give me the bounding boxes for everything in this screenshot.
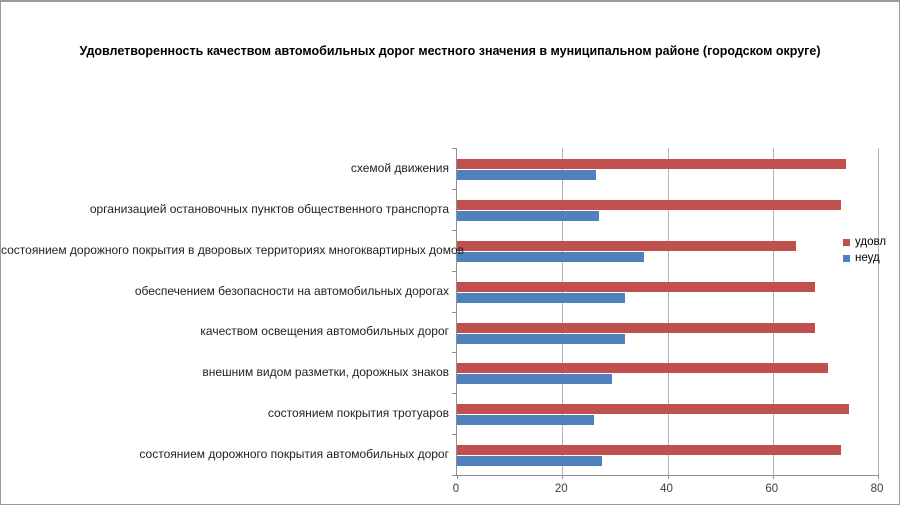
category-axis-tick	[452, 271, 456, 272]
legend-swatch-unsatisfied	[843, 254, 850, 262]
category-axis-tick	[452, 230, 456, 231]
value-axis-tick	[667, 475, 669, 479]
category-label: качеством освещения автомобильных дорог	[200, 324, 449, 339]
legend-swatch-satisfied	[843, 238, 850, 246]
bar-unsatisfied	[457, 415, 594, 426]
category-label: состоянием дорожного покрытия автомобиль…	[139, 447, 449, 462]
legend-item: удовл	[843, 236, 886, 248]
value-axis-tick-label: 60	[765, 483, 779, 495]
legend-item: неуд	[843, 252, 886, 264]
category-label: состоянием покрытия тротуаров	[267, 406, 449, 421]
bar-unsatisfied	[457, 456, 602, 467]
category-label: обеспечением безопасности на автомобильн…	[134, 283, 449, 298]
value-axis-tick	[562, 475, 564, 479]
bar-satisfied	[457, 199, 842, 210]
value-axis-tick	[772, 475, 774, 479]
vertical-gridline	[878, 148, 879, 475]
bar-satisfied	[457, 159, 847, 169]
category-axis-tick	[452, 434, 456, 435]
category-axis-tick	[452, 352, 456, 353]
category-axis-tick	[452, 475, 456, 476]
value-axis-tick	[457, 475, 458, 479]
legend-label: неуд	[855, 252, 880, 264]
bar-unsatisfied	[457, 374, 613, 385]
vertical-gridline	[562, 148, 564, 475]
bar-satisfied	[457, 322, 815, 333]
category-axis-tick	[452, 189, 456, 190]
bar-satisfied	[457, 281, 815, 292]
value-axis-tick-label: 20	[554, 483, 568, 495]
chart-title: Удовлетворенность качеством автомобильны…	[79, 44, 821, 58]
value-axis-tick-label: 80	[870, 483, 884, 495]
bar-satisfied	[457, 404, 850, 415]
bar-unsatisfied	[457, 292, 626, 303]
vertical-gridline	[667, 148, 669, 475]
category-label: схемой движения	[350, 160, 449, 175]
bar-satisfied	[457, 363, 828, 374]
bar-unsatisfied	[457, 210, 600, 221]
legend-label: удовл	[855, 236, 887, 248]
category-axis-tick	[452, 393, 456, 394]
bar-satisfied	[457, 240, 797, 251]
bar-unsatisfied	[457, 170, 597, 180]
value-axis-tick	[878, 475, 879, 479]
legend: удовл неуд	[843, 236, 886, 268]
category-label: состоянием дорожного покрытия в дворовых…	[1, 242, 465, 257]
bar-unsatisfied	[457, 251, 644, 262]
plot-area	[452, 148, 879, 479]
value-axis-tick-label: 0	[452, 483, 460, 495]
category-axis-tick	[452, 312, 456, 313]
value-axis-tick-label: 40	[660, 483, 673, 495]
category-label: внешним видом разметки, дорожных знаков	[202, 365, 449, 380]
bar-unsatisfied	[457, 333, 626, 344]
category-label: организацией остановочных пунктов общест…	[89, 201, 449, 216]
vertical-gridline	[772, 148, 774, 475]
category-axis-tick	[452, 148, 456, 149]
bar-satisfied	[457, 445, 842, 456]
